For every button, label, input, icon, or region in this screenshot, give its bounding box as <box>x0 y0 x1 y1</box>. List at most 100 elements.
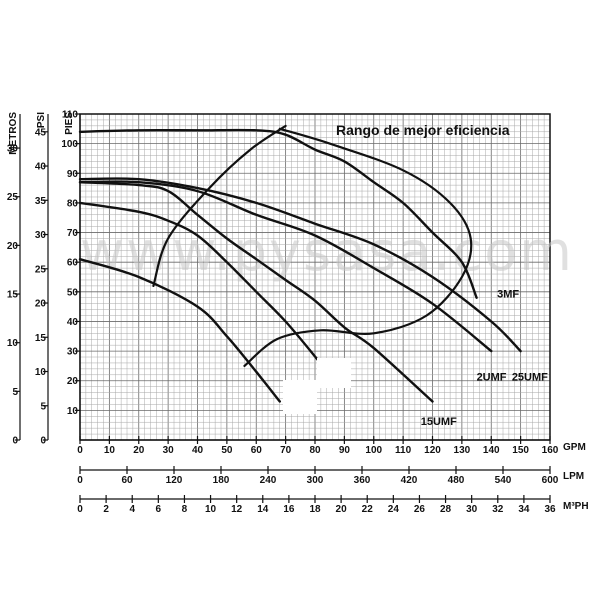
y-axis-pies-tick-label: 110 <box>62 110 79 121</box>
x-axis-lpm-tick-label: 300 <box>307 475 324 486</box>
x-axis-m3ph-tick-label: 16 <box>283 504 295 515</box>
x-axis-gpm-tick-label: 50 <box>221 445 233 456</box>
x-axis-m3ph-tick-label: 6 <box>156 504 162 515</box>
x-axis-m3ph-tick-label: 22 <box>362 504 374 515</box>
y-axis-pies-tick-label: 90 <box>67 169 79 180</box>
x-axis-m3ph-tick-label: 10 <box>205 504 217 515</box>
x-axis-lpm-tick-label: 60 <box>121 475 133 486</box>
x-axis-gpm-tick-label: 20 <box>133 445 145 456</box>
x-axis-gpm-tick-label: 150 <box>512 445 529 456</box>
x-axis-lpm-tick-label: 480 <box>448 475 465 486</box>
x-axis-gpm-tick-label: 130 <box>454 445 471 456</box>
x-axis-lpm-tick-label: 420 <box>401 475 418 486</box>
x-axis-gpm-tick-label: 70 <box>280 445 292 456</box>
y-axis-pies-tick-label: 60 <box>67 258 79 269</box>
y-axis-pies-tick-label: 20 <box>67 376 79 387</box>
y-axis-metros-tick-label: 25 <box>7 192 19 203</box>
x-axis-lpm-tick-label: 540 <box>495 475 512 486</box>
y-axis-pies-tick-label: 10 <box>67 406 79 417</box>
y-axis-psi-tick-label: 30 <box>35 230 47 241</box>
y-axis-psi-tick-label: 35 <box>35 196 47 207</box>
y-axis-metros-tick-label: 30 <box>7 144 19 155</box>
x-axis-m3ph-tick-label: 18 <box>309 504 321 515</box>
x-axis-gpm-tick-label: 0 <box>77 445 83 456</box>
x-axis-gpm-tick-label: 10 <box>104 445 116 456</box>
x-axis-m3ph-tick-label: 2 <box>103 504 109 515</box>
x-axis-gpm-tick-label: 110 <box>395 445 412 456</box>
y-axis-pies-tick-label: 80 <box>67 198 79 209</box>
label-mask <box>317 358 351 388</box>
x-axis-m3ph-tick-label: 4 <box>129 504 135 515</box>
series-line-unlabeled-5 <box>78 201 320 362</box>
x-axis-m3ph-tick-label: 36 <box>544 504 556 515</box>
x-axis-lpm-tick-label: 0 <box>77 475 83 486</box>
x-axis-m3ph-tick-label: 28 <box>440 504 452 515</box>
y-axis-psi-tick-label: 5 <box>40 401 46 412</box>
y-axis-pies-tick-label: 30 <box>67 347 79 358</box>
series-line-25umf <box>78 177 522 353</box>
x-axis-gpm-tick-label: 60 <box>251 445 263 456</box>
x-axis-lpm-tick-label: 180 <box>213 475 230 486</box>
series-group <box>78 124 522 403</box>
efficiency-range-curve-left <box>152 124 287 287</box>
x-axis-gpm-tick-label: 120 <box>424 445 441 456</box>
x-axis-lpm-tick-label: 360 <box>354 475 371 486</box>
x-axis-gpm-title: GPM <box>563 442 586 453</box>
series-line-3mf <box>78 128 478 299</box>
series-label-15umf: 15UMF <box>421 416 457 428</box>
x-axis-lpm-tick-label: 120 <box>166 475 183 486</box>
x-axis-gpm-tick-label: 140 <box>483 445 500 456</box>
y-axis-pies-title: PIES <box>64 112 75 135</box>
x-axis-m3ph-tick-label: 14 <box>257 504 269 515</box>
x-axis-gpm-tick-label: 100 <box>365 445 382 456</box>
y-axis-psi-tick-label: 0 <box>40 436 46 447</box>
y-axis-pies-tick-label: 70 <box>67 228 79 239</box>
y-axis-psi-title: PSI <box>36 112 47 128</box>
y-axis-metros-tick-label: 0 <box>12 436 18 447</box>
x-axis-gpm-tick-label: 90 <box>339 445 351 456</box>
y-axis-psi-tick-label: 10 <box>35 367 47 378</box>
x-axes-group: 0 10 20 30 40 50 60 70 80 90 100 110 120 130 140 150 160… <box>77 436 589 515</box>
label-mask <box>283 380 317 414</box>
y-axis-metros-tick-label: 10 <box>7 338 19 349</box>
series-line-unlabeled-6 <box>78 258 281 403</box>
x-axis-m3ph-tick-label: 24 <box>388 504 400 515</box>
series-line-2umf <box>78 180 493 353</box>
x-axis-m3ph-tick-label: 34 <box>518 504 530 515</box>
x-axis-m3ph-tick-label: 20 <box>336 504 348 515</box>
x-axis-m3ph-tick-label: 12 <box>231 504 243 515</box>
x-axis-m3ph-tick-label: 8 <box>182 504 188 515</box>
y-axis-pies-tick-label: 40 <box>67 317 79 328</box>
y-axis-psi-tick-label: 15 <box>35 333 47 344</box>
x-axis-gpm-tick-label: 80 <box>309 445 321 456</box>
y-axis-pies-tick-label: 50 <box>67 287 79 298</box>
series-line-15umf <box>78 181 434 403</box>
y-axes-group: 051015202530METROS051015202530354045PSI1… <box>7 110 81 447</box>
y-axis-metros-tick-label: 20 <box>7 241 19 252</box>
series-label-25umf: 25UMF <box>512 372 548 384</box>
series-label-3mf: 3MF <box>497 289 519 301</box>
y-axis-metros-tick-label: 15 <box>7 290 19 301</box>
x-axis-lpm-title: LPM <box>563 471 584 482</box>
y-axis-psi-tick-label: 20 <box>35 299 47 310</box>
x-axis-m3ph-title: M³PH <box>563 501 589 512</box>
x-axis-lpm-tick-label: 240 <box>260 475 277 486</box>
x-axis-gpm-tick-label: 30 <box>163 445 175 456</box>
series-label-2umf: 2UMF <box>477 372 507 384</box>
x-axis-m3ph-tick-label: 26 <box>414 504 426 515</box>
x-axis-m3ph-tick-label: 0 <box>77 504 83 515</box>
efficiency-range-curve-right <box>243 127 473 367</box>
x-axis-gpm-tick-label: 160 <box>542 445 559 456</box>
y-axis-metros-title: METROS <box>8 112 19 155</box>
y-axis-psi-tick-label: 45 <box>35 127 47 138</box>
y-axis-pies-tick-label: 100 <box>61 139 78 150</box>
x-axis-gpm-tick-label: 40 <box>192 445 204 456</box>
y-axis-psi-tick-label: 25 <box>35 264 47 275</box>
x-axis-m3ph-tick-label: 30 <box>466 504 478 515</box>
label-mask-group <box>283 358 351 414</box>
y-axis-psi-tick-label: 40 <box>35 162 47 173</box>
x-axis-lpm-tick-label: 600 <box>542 475 559 486</box>
annotation-text: Rango de mejor eficiencia <box>336 122 510 138</box>
series-labels: 3MF 25UMF 2UMF 15UMF <box>421 289 548 428</box>
